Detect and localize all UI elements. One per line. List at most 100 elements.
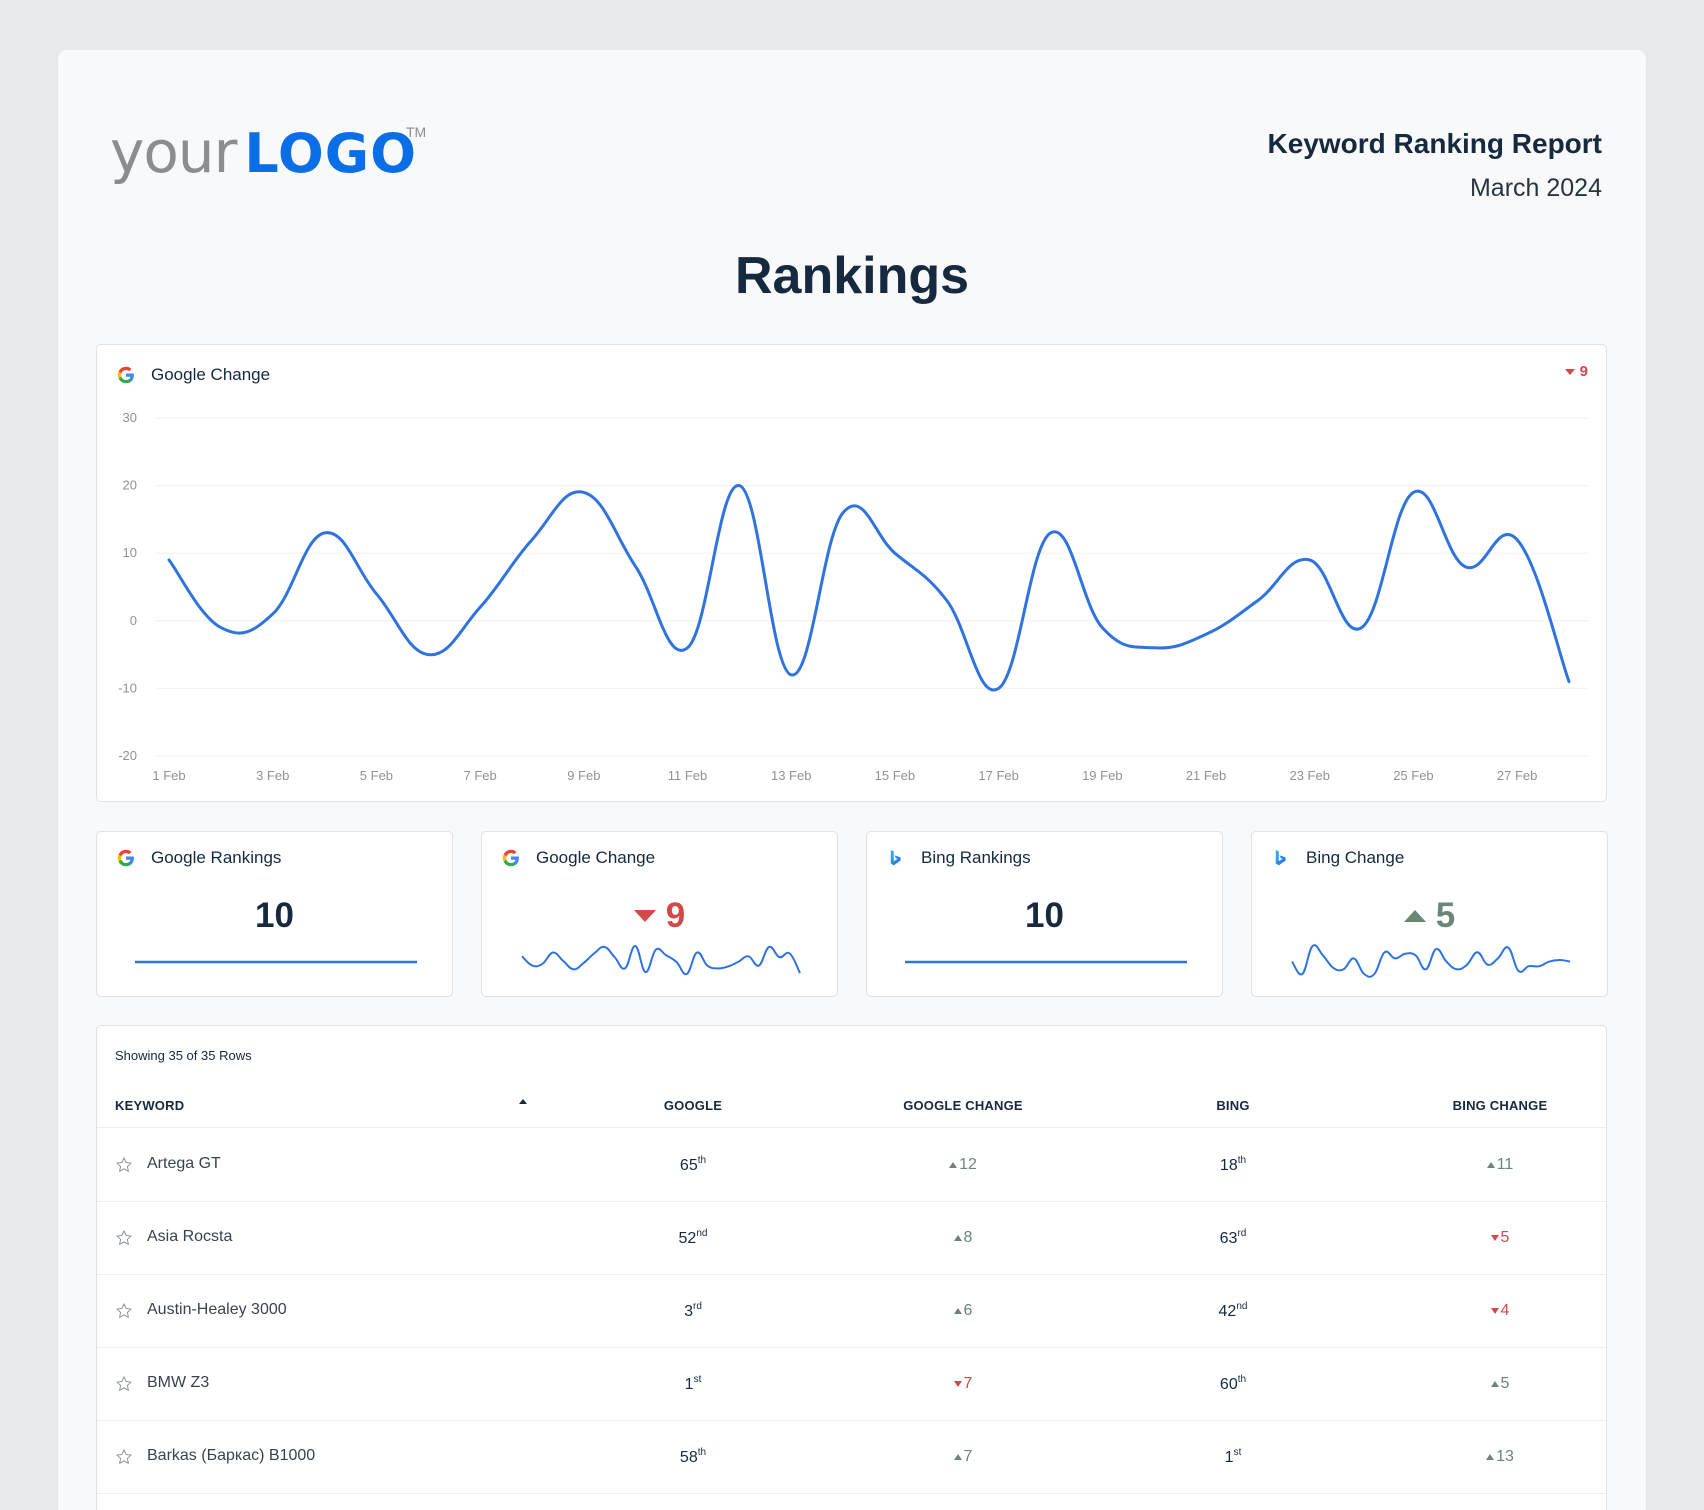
- logo-your-text: your: [110, 118, 237, 186]
- change-value: 6: [963, 1302, 973, 1319]
- down-arrow-icon: [633, 910, 656, 922]
- chart-delta-value: 9: [1579, 363, 1588, 380]
- change-value: 13: [1496, 1448, 1514, 1465]
- svg-text:13 Feb: 13 Feb: [771, 768, 811, 783]
- rank-suffix: th: [1237, 1155, 1247, 1166]
- bing-change-cell: 5: [1435, 1228, 1565, 1247]
- change-value: 7: [963, 1448, 973, 1465]
- svg-text:0: 0: [130, 613, 137, 628]
- kpi-title: Google Rankings: [151, 848, 282, 867]
- svg-text:17 Feb: 17 Feb: [978, 768, 1018, 783]
- bing-rank-cell: 60th: [1168, 1374, 1298, 1394]
- google-icon: [502, 849, 519, 867]
- chart-card-title: Google Change: [151, 365, 271, 384]
- svg-text:11 Feb: 11 Feb: [668, 768, 708, 783]
- google-icon: [117, 366, 134, 384]
- table-row[interactable]: Barkas (Баркас) B1000 58th 7 1st 13: [97, 1421, 1606, 1494]
- line-chart: 30 20 10 0 -10 -20 1 Feb 3 Feb 5 Feb 7 Feb 9 Feb 11…: [118, 410, 1589, 783]
- rank-suffix: rd: [693, 1301, 702, 1312]
- column-header-google[interactable]: GOOGLE: [663, 1098, 723, 1113]
- report-header: Keyword Ranking Report March 2024: [1268, 128, 1602, 203]
- table-row[interactable]: BMW Z3 1st 7 60th 5: [97, 1348, 1606, 1421]
- google-rank-cell: 58th: [628, 1447, 758, 1467]
- up-arrow-icon: [1486, 1162, 1495, 1168]
- rank-suffix: th: [1237, 1374, 1247, 1385]
- favorite-star-icon[interactable]: [115, 1229, 133, 1247]
- sort-ascending-icon[interactable]: [519, 1099, 527, 1104]
- svg-text:7 Feb: 7 Feb: [463, 768, 496, 783]
- bing-rank-cell: 63rd: [1168, 1228, 1298, 1248]
- sparkline: [905, 960, 1187, 964]
- rank-suffix: st: [693, 1374, 702, 1385]
- google-change-cell: 7: [898, 1374, 1028, 1393]
- svg-text:10: 10: [123, 545, 137, 560]
- svg-text:15 Feb: 15 Feb: [875, 768, 915, 783]
- favorite-star-icon[interactable]: [115, 1156, 133, 1174]
- bing-rank-cell: 18th: [1168, 1155, 1298, 1175]
- up-arrow-icon: [1403, 910, 1426, 922]
- kpi-value-text: 5: [1435, 896, 1456, 935]
- svg-text:25 Feb: 25 Feb: [1393, 768, 1433, 783]
- google-rank-cell: 3rd: [628, 1301, 758, 1321]
- up-arrow-icon: [953, 1235, 962, 1241]
- kpi-title: Google Change: [536, 848, 656, 867]
- rank-number: 63: [1219, 1230, 1238, 1247]
- google-change-cell: 8: [898, 1228, 1028, 1247]
- up-arrow-icon: [953, 1308, 962, 1314]
- rank-number: 3: [684, 1303, 693, 1320]
- sparkline: [1291, 944, 1571, 978]
- svg-text:5 Feb: 5 Feb: [360, 768, 393, 783]
- rank-suffix: nd: [1236, 1301, 1248, 1312]
- rank-number: 1: [684, 1376, 694, 1393]
- table-row[interactable]: Austin-Healey 3000 3rd 6 42nd 4: [97, 1275, 1606, 1348]
- chart-card-header: Google Change: [117, 365, 270, 385]
- kpi-value-text: 10: [255, 896, 294, 935]
- table-row[interactable]: [97, 1494, 1606, 1510]
- favorite-star-icon[interactable]: [115, 1448, 133, 1466]
- column-header-bing[interactable]: BING: [1216, 1098, 1250, 1113]
- logo-trademark: TM: [406, 124, 427, 140]
- up-arrow-icon: [953, 1454, 962, 1460]
- google-rank-cell: 65th: [628, 1155, 758, 1175]
- favorite-star-icon[interactable]: [115, 1375, 133, 1393]
- up-arrow-icon: [1490, 1381, 1499, 1387]
- column-header-google-change[interactable]: GOOGLE CHANGE: [903, 1098, 1023, 1113]
- kpi-header: Bing Change: [1272, 848, 1404, 868]
- favorite-star-icon[interactable]: [115, 1302, 133, 1320]
- change-value: 12: [959, 1156, 977, 1173]
- svg-text:19 Feb: 19 Feb: [1082, 768, 1122, 783]
- svg-text:9 Feb: 9 Feb: [567, 768, 600, 783]
- change-value: 5: [1500, 1229, 1510, 1246]
- rank-suffix: st: [1233, 1447, 1242, 1458]
- svg-text:-20: -20: [118, 748, 137, 763]
- google-rank-cell: 1st: [628, 1374, 758, 1394]
- svg-text:20: 20: [123, 478, 137, 493]
- rank-suffix: rd: [1237, 1228, 1247, 1239]
- kpi-header: Google Rankings: [117, 848, 281, 868]
- keyword-cell: Barkas (Баркас) B1000: [147, 1447, 316, 1464]
- kpi-title: Bing Change: [1306, 848, 1405, 867]
- keyword-cell: Artega GT: [147, 1155, 221, 1172]
- svg-text:3 Feb: 3 Feb: [256, 768, 289, 783]
- keyword-cell: BMW Z3: [147, 1374, 210, 1391]
- kpi-value: 10: [97, 896, 452, 936]
- google-change-cell: 6: [898, 1301, 1028, 1320]
- sparkline: [135, 960, 417, 964]
- report-date: March 2024: [1469, 174, 1602, 202]
- up-arrow-icon: [949, 1162, 958, 1168]
- column-header-keyword[interactable]: KEYWORD: [115, 1098, 185, 1113]
- change-value: 8: [963, 1229, 973, 1246]
- chart-delta-badge: 9: [1564, 363, 1588, 380]
- keyword-cell: Austin-Healey 3000: [147, 1301, 287, 1318]
- change-value: 5: [1500, 1375, 1510, 1392]
- keyword-cell: Asia Rocsta: [147, 1228, 233, 1245]
- table-row[interactable]: Asia Rocsta 52nd 8 63rd 5: [97, 1202, 1606, 1275]
- column-header-bing-change[interactable]: BING CHANGE: [1452, 1098, 1548, 1113]
- kpi-card-bing-change: Bing Change 5: [1251, 831, 1608, 997]
- bing-rank-cell: 42nd: [1168, 1301, 1298, 1321]
- rank-suffix: th: [697, 1155, 707, 1166]
- svg-text:-10: -10: [118, 680, 137, 695]
- table-row[interactable]: Artega GT 65th 12 18th 11: [97, 1129, 1606, 1202]
- kpi-card-bing-rankings: Bing Rankings 10: [866, 831, 1223, 997]
- kpi-value: 9: [482, 896, 837, 936]
